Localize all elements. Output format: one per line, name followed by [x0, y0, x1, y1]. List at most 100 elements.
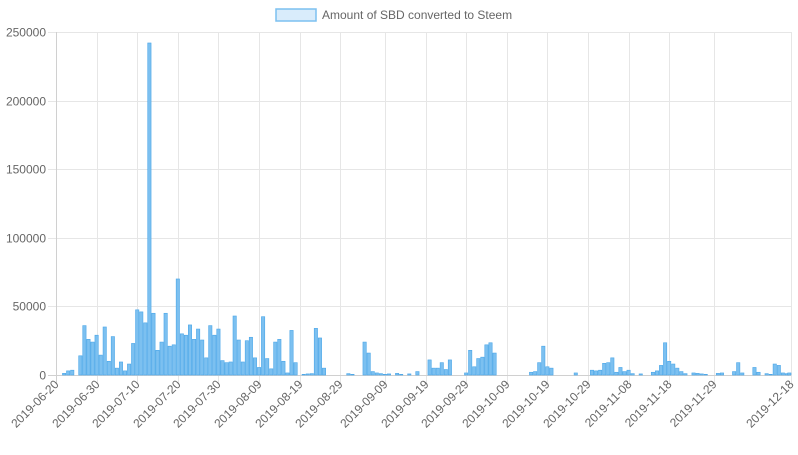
- bar[interactable]: [374, 372, 379, 376]
- bar[interactable]: [683, 373, 688, 376]
- bar[interactable]: [387, 373, 391, 376]
- bar[interactable]: [322, 367, 326, 376]
- bar[interactable]: [289, 330, 294, 376]
- bar[interactable]: [776, 365, 781, 376]
- bar[interactable]: [787, 372, 792, 376]
- bar[interactable]: [305, 373, 310, 376]
- bar[interactable]: [529, 371, 534, 376]
- bar[interactable]: [208, 325, 213, 376]
- bar[interactable]: [175, 278, 180, 376]
- bar[interactable]: [147, 42, 152, 376]
- bar[interactable]: [183, 334, 188, 376]
- bar[interactable]: [269, 368, 274, 376]
- bar[interactable]: [630, 373, 635, 376]
- bar[interactable]: [248, 336, 253, 376]
- bar[interactable]: [273, 341, 278, 376]
- bar[interactable]: [488, 342, 493, 376]
- bar[interactable]: [301, 374, 306, 376]
- bar[interactable]: [204, 357, 209, 376]
- bar[interactable]: [655, 370, 659, 376]
- bar[interactable]: [62, 373, 67, 376]
- bar[interactable]: [277, 339, 282, 376]
- bar[interactable]: [78, 355, 83, 376]
- bar[interactable]: [545, 366, 550, 376]
- bar[interactable]: [395, 373, 400, 376]
- bar[interactable]: [370, 371, 375, 376]
- bar[interactable]: [188, 324, 192, 376]
- bar[interactable]: [281, 360, 286, 376]
- bar[interactable]: [602, 363, 607, 376]
- bar[interactable]: [679, 371, 684, 376]
- bar[interactable]: [626, 369, 631, 376]
- bar[interactable]: [699, 373, 704, 376]
- bar[interactable]: [220, 360, 225, 376]
- bar[interactable]: [764, 373, 769, 376]
- bar[interactable]: [212, 334, 217, 376]
- bar[interactable]: [736, 362, 741, 376]
- bar[interactable]: [232, 315, 237, 376]
- bar[interactable]: [244, 340, 249, 376]
- bar[interactable]: [216, 328, 221, 376]
- bar[interactable]: [622, 371, 627, 376]
- bar[interactable]: [663, 342, 668, 376]
- bar[interactable]: [143, 322, 148, 376]
- bar[interactable]: [102, 326, 107, 376]
- bar[interactable]: [464, 372, 469, 376]
- bar[interactable]: [139, 311, 144, 376]
- bar[interactable]: [253, 357, 257, 376]
- bar[interactable]: [439, 362, 444, 376]
- bar[interactable]: [399, 374, 404, 376]
- bar[interactable]: [650, 371, 655, 376]
- bar[interactable]: [484, 344, 489, 376]
- bar[interactable]: [228, 361, 233, 376]
- bar[interactable]: [606, 362, 611, 376]
- bar[interactable]: [715, 373, 720, 376]
- bar[interactable]: [240, 361, 245, 376]
- bar[interactable]: [537, 362, 542, 376]
- bar[interactable]: [179, 333, 184, 376]
- bar[interactable]: [638, 373, 643, 376]
- bar[interactable]: [447, 359, 452, 376]
- bar[interactable]: [476, 358, 481, 376]
- bar[interactable]: [106, 360, 111, 376]
- bar[interactable]: [780, 372, 785, 376]
- bar[interactable]: [265, 358, 270, 376]
- bar[interactable]: [127, 363, 132, 376]
- bar[interactable]: [415, 371, 420, 376]
- bar[interactable]: [671, 363, 676, 376]
- bar[interactable]: [480, 356, 485, 376]
- bar[interactable]: [86, 339, 91, 376]
- bar[interactable]: [618, 367, 623, 376]
- bar[interactable]: [135, 309, 140, 376]
- bar[interactable]: [427, 359, 432, 376]
- bar[interactable]: [167, 345, 172, 376]
- bar[interactable]: [533, 371, 538, 376]
- bar[interactable]: [163, 312, 168, 376]
- bar[interactable]: [549, 367, 554, 376]
- bar[interactable]: [756, 371, 761, 376]
- bar[interactable]: [98, 354, 103, 376]
- bar[interactable]: [350, 374, 355, 376]
- bar[interactable]: [667, 360, 672, 376]
- bar[interactable]: [594, 370, 599, 376]
- bar[interactable]: [94, 334, 99, 376]
- bar[interactable]: [472, 366, 477, 376]
- bar[interactable]: [82, 325, 87, 376]
- bar[interactable]: [435, 367, 440, 376]
- bar[interactable]: [236, 339, 241, 376]
- bar[interactable]: [123, 370, 128, 376]
- bar[interactable]: [614, 371, 619, 376]
- bar[interactable]: [155, 349, 160, 376]
- bar[interactable]: [407, 373, 412, 376]
- bar[interactable]: [443, 369, 448, 376]
- bar[interactable]: [468, 349, 473, 376]
- bar[interactable]: [110, 336, 115, 376]
- bar[interactable]: [740, 372, 745, 376]
- bar[interactable]: [590, 369, 594, 376]
- bar[interactable]: [362, 341, 367, 376]
- bar[interactable]: [224, 362, 229, 376]
- bar[interactable]: [151, 312, 156, 376]
- bar[interactable]: [171, 344, 176, 376]
- bar[interactable]: [691, 372, 696, 376]
- bar[interactable]: [346, 373, 351, 376]
